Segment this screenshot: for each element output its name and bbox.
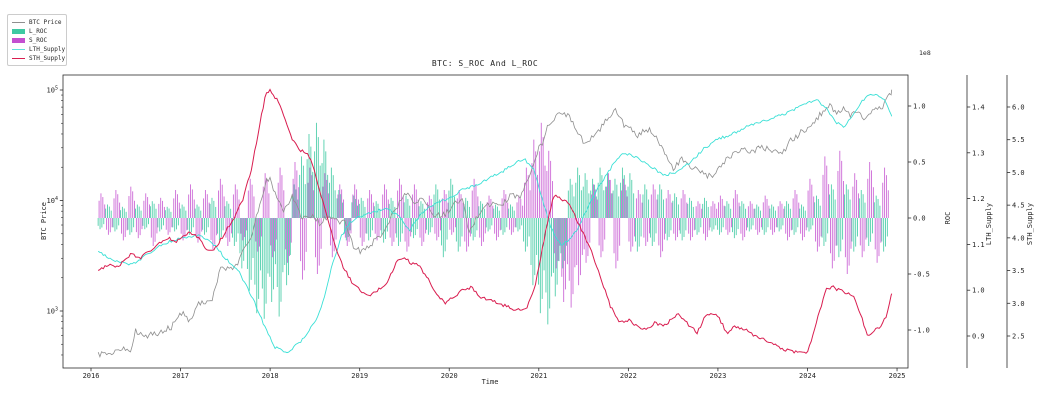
roc-axis-ticks-label--1: -1.0 (913, 327, 930, 335)
legend-item-btc-price: BTC Price (12, 18, 63, 27)
y-tick-label-10e3: 103 (47, 307, 58, 316)
sth-supply-line (97, 88, 893, 354)
roc-axis-ticks: 1.0 0.5 0.0 -0.5 -1.0 (908, 103, 930, 335)
roc-axis-ticks-label-0: 0.0 (913, 215, 926, 223)
x-tick-label-2024: 2024 (799, 372, 816, 380)
lth-supply-line (97, 93, 893, 354)
sth-axis-ticks-label-2.5: 2.5 (1012, 333, 1025, 341)
roc-axis-ticks-label--0.5: -0.5 (913, 271, 930, 279)
y-tick-label-10e4: 104 (47, 196, 58, 205)
x-tick-label-2017: 2017 (172, 372, 189, 380)
lth-axis-ticks-label-1.2: 1.2 (972, 195, 985, 203)
y-tick-label-10e5: 105 (47, 86, 58, 95)
x-axis-ticks: 2016 2017 2018 2019 2020 2021 2022 2023 2024 2025 (83, 368, 906, 380)
legend-label-s-roc: S_ROC (29, 36, 48, 44)
chart-title: BTC: S_ROC And L_ROC (431, 59, 539, 68)
legend-swatch-sth-supply (12, 57, 25, 60)
legend-label-sth-supply: STH_Supply (29, 54, 66, 62)
btc-price-axis-ticks: 105 104 103 (47, 86, 63, 356)
sth-axis-ticks: 6.0 5.5 5.0 4.5 4.0 3.5 3.0 2.5 (1007, 103, 1025, 341)
roc-axis-ticks-label-0.5: 0.5 (913, 159, 926, 167)
y-axis-label-btc-price: BTC Price (40, 202, 48, 240)
y-axis-label-roc: ROC (944, 211, 952, 225)
roc-axis-ticks-label-1: 1.0 (913, 103, 926, 111)
sth-axis-ticks-label-6: 6.0 (1012, 103, 1025, 111)
x-tick-label-2021: 2021 (530, 372, 547, 380)
legend-label-btc-price: BTC Price (29, 18, 62, 26)
axis-offset-text: 1e8 (919, 49, 931, 57)
sth-axis-ticks-label-3: 3.0 (1012, 300, 1025, 308)
lth-axis-ticks: 1.4 1.3 1.2 1.1 1.0 0.9 (967, 104, 985, 341)
legend-swatch-l-roc (12, 29, 25, 34)
y-axis-label-sth-supply: STH_Supply (1026, 202, 1034, 246)
sth-axis-ticks-label-4.5: 4.5 (1012, 202, 1025, 210)
l-roc-bars (97, 122, 888, 325)
sth-axis-ticks-label-4: 4.0 (1012, 234, 1025, 242)
lth-axis-ticks-label-1.4: 1.4 (972, 104, 985, 112)
lth-axis-ticks-label-1: 1.0 (972, 287, 985, 295)
legend-item-l-roc: L_ROC (12, 27, 63, 36)
x-tick-label-2018: 2018 (262, 372, 279, 380)
sth-axis-ticks-label-5: 5.0 (1012, 169, 1025, 177)
s-roc-bars (98, 122, 889, 308)
x-tick-label-2025: 2025 (889, 372, 906, 380)
legend-item-sth-supply: STH_Supply (12, 54, 66, 63)
x-tick-label-2016: 2016 (83, 372, 100, 380)
sth-axis-ticks-label-3.5: 3.5 (1012, 267, 1025, 275)
lth-axis-ticks-label-0.9: 0.9 (972, 333, 985, 341)
legend-label-l-roc: L_ROC (29, 27, 48, 35)
sth-axis-ticks-label-5.5: 5.5 (1012, 136, 1025, 144)
x-axis-label: Time (481, 378, 499, 386)
lth-axis-ticks-label-1.3: 1.3 (972, 149, 985, 157)
x-tick-label-2023: 2023 (709, 372, 726, 380)
btc-price-line (97, 89, 893, 359)
legend-item-lth-supply: LTH_Supply (12, 45, 66, 54)
y-axis-label-lth-supply: LTH_Supply (985, 202, 993, 246)
x-tick-label-2020: 2020 (441, 372, 458, 380)
legend-item-s-roc: S_ROC (12, 36, 63, 45)
legend-swatch-s-roc (12, 38, 25, 43)
x-tick-label-2022: 2022 (620, 372, 637, 380)
legend: BTC Price L_ROC S_ROC LTH_Supply STH_Supply (7, 14, 67, 66)
lth-axis-ticks-label-1.1: 1.1 (972, 241, 985, 249)
legend-label-lth-supply: LTH_Supply (29, 45, 66, 53)
x-tick-label-2019: 2019 (351, 372, 368, 380)
legend-swatch-btc-price (12, 21, 25, 24)
axes-spines (62, 74, 1008, 369)
legend-swatch-lth-supply (12, 48, 25, 51)
